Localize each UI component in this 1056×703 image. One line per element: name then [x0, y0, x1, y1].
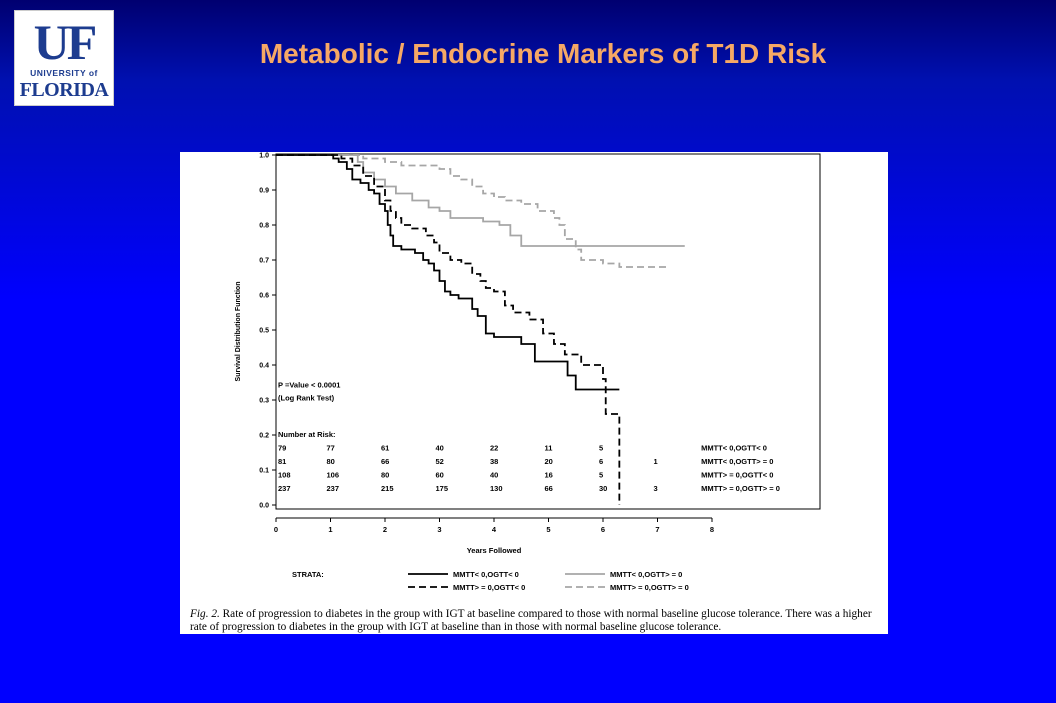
p-value-annotation: (Log Rank Test)	[278, 394, 335, 403]
y-tick-label: 0.0	[259, 503, 269, 510]
y-axis-label: Survival Distribution Function	[235, 282, 242, 382]
risk-table-cell: 175	[436, 484, 449, 493]
y-tick-label: 0.4	[259, 363, 269, 370]
survival-chart: 0.0 0.1 0.2 0.3 0.4 0.5 0.6 0.7 0.8 0.9 1.0 Surviva…	[235, 153, 821, 592]
p-value-annotation: P =Value < 0.0001	[278, 381, 340, 390]
risk-table-cell: 1	[654, 457, 658, 466]
risk-table-cell: 66	[381, 457, 389, 466]
x-axis-label: Years Followed	[467, 546, 522, 555]
risk-table-cell: 52	[436, 457, 444, 466]
risk-table-cell: 79	[278, 443, 286, 452]
risk-table-cell: 108	[278, 470, 291, 479]
series-line	[276, 154, 620, 391]
x-tick-label: 0	[274, 525, 278, 534]
logo-line-2: FLORIDA	[19, 79, 109, 101]
legend-entry: MMTT< 0,OGTT> = 0	[610, 570, 682, 579]
x-tick-label: 8	[710, 525, 714, 534]
y-tick-label: 0.6	[259, 293, 269, 300]
risk-table-cell: 16	[545, 470, 553, 479]
x-tick-label: 3	[437, 525, 441, 534]
risk-table-cell: 20	[545, 457, 553, 466]
risk-table-cell: 77	[327, 443, 335, 452]
y-tick-label: 1.0	[259, 153, 269, 160]
risk-table-cell: 11	[545, 443, 553, 452]
risk-table-row-label: MMTT> = 0,OGTT< 0	[701, 470, 773, 479]
logo-letters: UF	[33, 14, 98, 70]
x-tick-label: 1	[328, 525, 332, 534]
x-tick-label: 5	[546, 525, 550, 534]
risk-table-cell: 5	[599, 470, 603, 479]
series-line	[276, 154, 685, 247]
plot-frame	[275, 153, 821, 510]
risk-table-cell: 80	[381, 470, 389, 479]
risk-table-cell: 237	[278, 484, 291, 493]
risk-table-cell: 237	[327, 484, 340, 493]
y-tick-label: 0.1	[259, 468, 269, 475]
risk-table-cell: 81	[278, 457, 286, 466]
risk-table-cell: 3	[654, 484, 658, 493]
legend-entry: MMTT< 0,OGTT< 0	[453, 570, 519, 579]
x-tick-label: 4	[492, 525, 497, 534]
risk-table-cell: 60	[436, 470, 444, 479]
risk-table-row-label: MMTT< 0,OGTT> = 0	[701, 457, 773, 466]
legend-entry: MMTT> = 0,OGTT< 0	[453, 583, 525, 592]
slide-title: Metabolic / Endocrine Markers of T1D Ris…	[259, 38, 827, 69]
figure-panel: 0.0 0.1 0.2 0.3 0.4 0.5 0.6 0.7 0.8 0.9 1.0 Surviva…	[180, 152, 888, 634]
risk-table-cell: 80	[327, 457, 335, 466]
series-line	[276, 154, 621, 505]
risk-table-cell: 40	[490, 470, 498, 479]
x-tick-label: 2	[383, 525, 387, 534]
series-line	[276, 154, 669, 268]
legend-title: STRATA:	[292, 570, 324, 579]
risk-table-cell: 130	[490, 484, 503, 493]
y-tick-label: 0.8	[259, 223, 269, 230]
risk-table-row-label: MMTT> = 0,OGTT> = 0	[701, 484, 780, 493]
figure-caption: Fig. 2. Rate of progression to diabetes …	[190, 608, 880, 634]
risk-table-cell: 61	[381, 443, 389, 452]
risk-table-cell: 40	[436, 443, 444, 452]
risk-table-cell: 66	[545, 484, 553, 493]
risk-table-row-label: MMTT< 0,OGTT< 0	[701, 443, 767, 452]
y-tick-label: 0.9	[259, 188, 269, 195]
caption-label: Fig. 2.	[190, 608, 220, 620]
x-tick-label: 7	[655, 525, 659, 534]
risk-table-cell: 106	[327, 470, 340, 479]
caption-text: Rate of progression to diabetes in the g…	[190, 608, 872, 633]
y-tick-label: 0.7	[259, 258, 269, 265]
risk-table-cell: 22	[490, 443, 498, 452]
risk-table-cell: 5	[599, 443, 603, 452]
y-tick-label: 0.3	[259, 398, 269, 405]
legend-entry: MMTT> = 0,OGTT> = 0	[610, 583, 689, 592]
risk-table-cell: 6	[599, 457, 603, 466]
risk-table-cell: 215	[381, 484, 394, 493]
risk-table-header: Number at Risk:	[278, 430, 336, 439]
y-tick-label: 0.5	[259, 328, 269, 335]
logo-line-1: UNIVERSITY of	[30, 68, 98, 78]
y-tick-label: 0.2	[259, 433, 269, 440]
risk-table-cell: 38	[490, 457, 498, 466]
risk-table-cell: 30	[599, 484, 607, 493]
university-of-florida-logo: UF UNIVERSITY of FLORIDA	[14, 10, 114, 106]
x-tick-label: 6	[601, 525, 605, 534]
